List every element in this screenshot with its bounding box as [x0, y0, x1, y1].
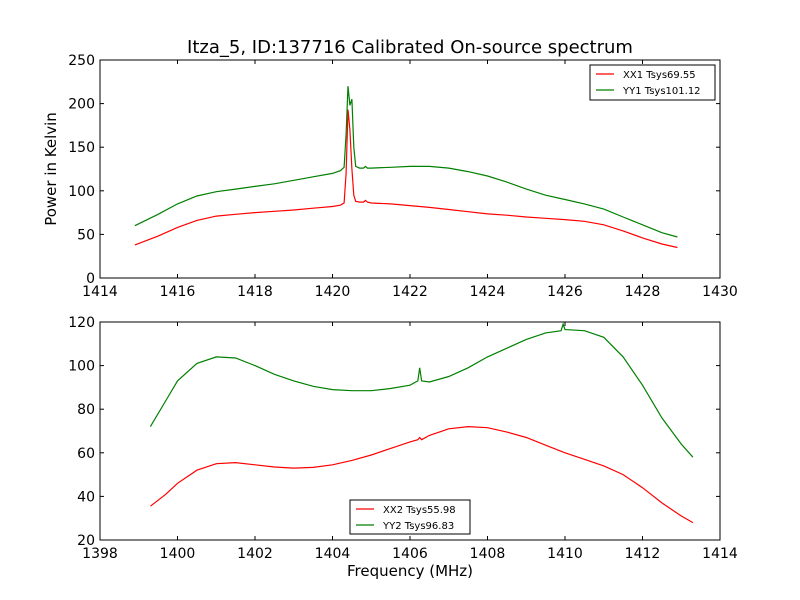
chart-0-series-xx-line: [134, 109, 678, 249]
chart-0-y-tick-label: 50: [77, 227, 95, 243]
chart-1-y-tick-label: 40: [77, 489, 95, 505]
chart-0-legend-box: [589, 64, 716, 101]
chart-0-x-tick-label: 1424: [470, 284, 506, 300]
chart-1-y-tick-label: 120: [68, 315, 95, 331]
chart-0-x-tick-label: 1422: [392, 284, 428, 300]
chart-1-x-tick-label: 1398: [82, 546, 118, 562]
chart-1-x-tick-label: 1402: [237, 546, 273, 562]
chart-0-x-tick-label: 1418: [237, 284, 273, 300]
chart-0-x-tick-label: 1428: [625, 284, 661, 300]
chart-1-x-tick-label: 1400: [160, 546, 196, 562]
chart-0-series-yy-line: [134, 86, 678, 238]
chart-1-x-tick-label: 1412: [625, 546, 661, 562]
chart-1-x-tick-label: 1414: [702, 546, 738, 562]
chart-1-x-tick-label: 1410: [547, 546, 583, 562]
chart-1-series-yy-line: [149, 322, 694, 458]
chart-1-legend-entry: YY2 Tsys96.83: [382, 521, 454, 532]
chart-1-legend: XX2 Tsys55.98 YY2 Tsys96.83: [349, 499, 471, 535]
chart-0-y-tick-label: 150: [68, 140, 95, 156]
chart-0-x-tick-label: 1416: [160, 284, 196, 300]
chart-0-legend: XX1 Tsys69.55 YY1 Tsys101.12: [589, 64, 716, 101]
chart-1-y-tick-label: 60: [77, 446, 95, 462]
chart-0-y-tick-label: 0: [86, 271, 95, 287]
chart-1-legend-box: [349, 499, 471, 535]
chart-1-x-tick-label: 1406: [392, 546, 428, 562]
chart-1-x-tick-label: 1408: [470, 546, 506, 562]
upper-spectrum-panel: 1414 1416 1418 1420 1422 1424 1426 1428 1430 0 50 1…: [42, 53, 738, 300]
chart-0-y-tick-label: 250: [68, 53, 95, 69]
chart-0-y-tick-label: 200: [68, 97, 95, 113]
chart-0-x-tick-label: 1426: [547, 284, 583, 300]
chart-0-x-tick-label: 1430: [702, 284, 738, 300]
chart-0-y-axis-label: Power in Kelvin: [42, 112, 60, 226]
chart-0-y-tick-label: 100: [68, 184, 95, 200]
chart-1-x-axis-label: Frequency (MHz): [347, 562, 473, 580]
chart-1-y-tick-label: 100: [68, 359, 95, 375]
chart-0-x-tick-label: 1414: [82, 284, 118, 300]
figure-title: Itza_5, ID:137716 Calibrated On-source s…: [187, 37, 633, 58]
chart-0-legend-entry: XX1 Tsys69.55: [623, 70, 696, 81]
lower-spectrum-panel: 1398 1400 1402 1404 1406 1408 1410 1412 1414 20 40…: [68, 315, 738, 580]
chart-1-y-tick-label: 80: [77, 402, 95, 418]
chart-1-x-tick-label: 1404: [315, 546, 351, 562]
chart-1-legend-entry: XX2 Tsys55.98: [383, 505, 456, 516]
chart-0-x-tick-label: 1420: [315, 284, 351, 300]
chart-1-series-xx-line: [150, 425, 694, 524]
chart-0-legend-entry: YY1 Tsys101.12: [622, 86, 701, 97]
chart-1-y-tick-label: 20: [77, 533, 95, 549]
